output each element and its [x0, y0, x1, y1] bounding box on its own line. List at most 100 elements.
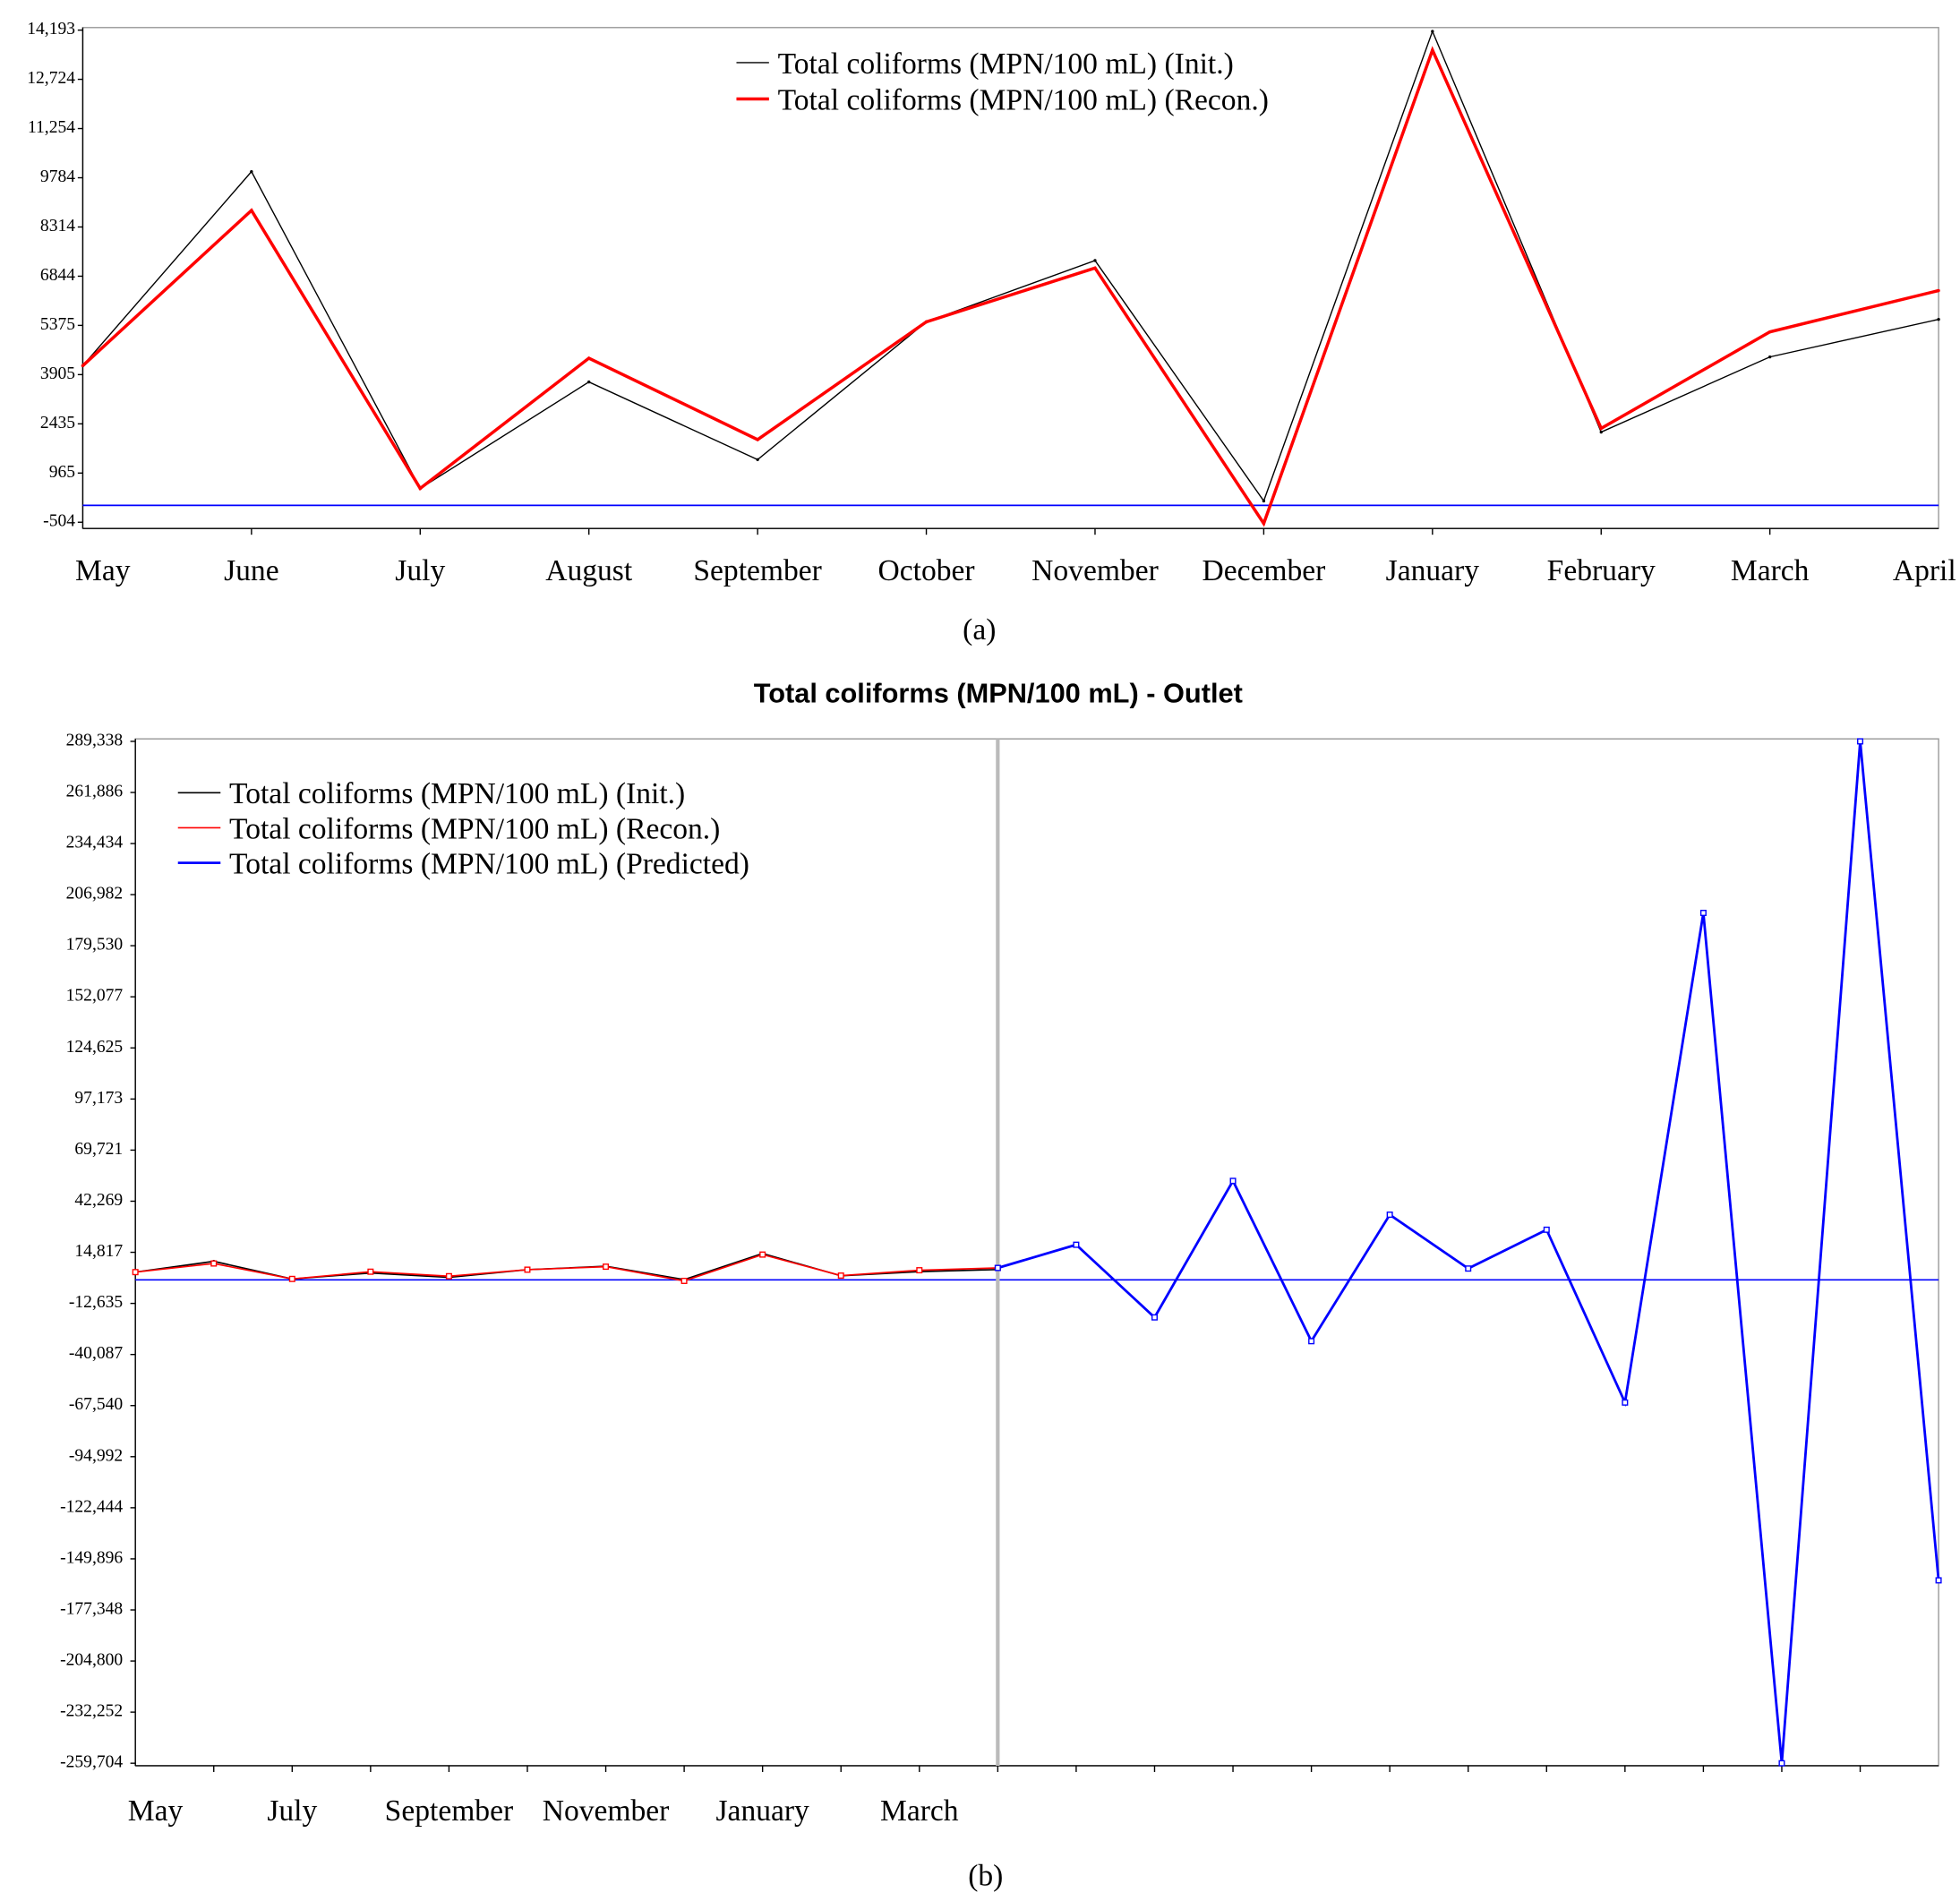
point-marker: [1622, 1399, 1629, 1406]
point-marker: [1935, 1577, 1942, 1584]
legend-label: Total coliforms (MPN/100 mL) (Init.): [778, 47, 1234, 81]
y-tick-label: 179,530: [66, 936, 124, 955]
point-marker: [587, 356, 591, 360]
y-tick-label: -204,800: [60, 1651, 123, 1670]
x-tick-label: October: [878, 554, 975, 587]
point-marker: [1229, 1177, 1237, 1185]
point-marker: [445, 1272, 452, 1280]
point-marker: [1093, 259, 1097, 262]
point-marker: [524, 1266, 531, 1273]
y-tick-label: -177,348: [60, 1599, 123, 1618]
point-marker: [1431, 30, 1434, 33]
point-marker: [1308, 1338, 1315, 1345]
caption: (a): [963, 613, 996, 647]
x-tick-label: December: [1202, 554, 1325, 587]
x-tick-label: March: [880, 1794, 959, 1828]
point-marker: [81, 364, 85, 368]
x-tick-label: March: [1731, 554, 1810, 587]
x-tick-label: May: [128, 1794, 184, 1828]
y-tick-label: 289,338: [66, 731, 124, 749]
x-tick-label: November: [543, 1794, 670, 1828]
plot-frame: [134, 738, 1939, 1767]
x-tick-label: November: [1031, 554, 1159, 587]
point-marker: [1778, 1760, 1785, 1767]
legend-label: Total coliforms (MPN/100 mL) (Recon.): [229, 812, 720, 845]
point-marker: [288, 1275, 295, 1282]
y-tick-label: 14,817: [74, 1242, 123, 1261]
legend-label: Total coliforms (MPN/100 mL) (Predicted): [229, 848, 749, 881]
series-line: [81, 46, 1939, 527]
point-marker: [603, 1263, 610, 1271]
x-tick-label: June: [224, 554, 278, 587]
point-marker: [1543, 1226, 1550, 1233]
point-marker: [1767, 330, 1772, 334]
point-marker: [1937, 288, 1940, 293]
point-marker: [1073, 1241, 1080, 1248]
y-tick-label: 261,886: [66, 782, 124, 801]
y-tick-label: -259,704: [60, 1753, 123, 1772]
y-tick-label: -94,992: [69, 1446, 123, 1465]
y-tick-label: 3905: [40, 364, 75, 383]
y-tick-label: 5375: [40, 315, 75, 334]
y-tick-label: 124,625: [66, 1038, 124, 1057]
point-marker: [680, 1277, 688, 1284]
point-marker: [1599, 426, 1603, 431]
x-tick-label: April: [1893, 554, 1956, 587]
y-tick-label: 6844: [40, 266, 75, 285]
point-marker: [1599, 430, 1603, 434]
point-marker: [1262, 499, 1266, 503]
point-marker: [367, 1268, 374, 1275]
y-tick-label: 2435: [40, 414, 75, 432]
caption: (b): [968, 1860, 1003, 1893]
series-line: [997, 741, 1940, 1764]
point-marker: [756, 458, 759, 461]
y-tick-label: 9784: [40, 167, 75, 186]
x-tick-label: January: [716, 1794, 810, 1828]
y-tick-label: 69,721: [74, 1140, 123, 1159]
point-marker: [1386, 1212, 1393, 1219]
point-marker: [756, 438, 759, 441]
y-tick-label: 8314: [40, 217, 75, 235]
y-tick-label: 152,077: [66, 987, 124, 1006]
point-marker: [250, 209, 253, 212]
point-marker: [132, 1269, 139, 1276]
y-tick-label: -149,896: [60, 1548, 123, 1567]
y-tick-label: 14,193: [27, 20, 75, 39]
point-marker: [1431, 48, 1434, 52]
point-marker: [1465, 1265, 1472, 1272]
point-marker: [1937, 317, 1940, 321]
y-tick-label: 965: [49, 463, 76, 482]
point-marker: [1699, 910, 1707, 917]
y-tick-label: 12,724: [27, 69, 75, 88]
x-tick-label: May: [75, 554, 131, 587]
x-tick-label: February: [1547, 554, 1656, 587]
series-line: [135, 1253, 998, 1280]
y-tick-label: -40,087: [69, 1344, 124, 1363]
point-marker: [587, 380, 591, 384]
point-marker: [1093, 266, 1097, 270]
y-tick-label: -232,252: [60, 1702, 123, 1721]
y-tick-label: 42,269: [74, 1191, 123, 1210]
y-tick-label: -504: [43, 512, 75, 531]
point-marker: [1151, 1314, 1158, 1321]
series-line: [135, 1254, 998, 1282]
y-tick-label: -12,635: [69, 1293, 124, 1312]
legend-label: Total coliforms (MPN/100 mL) (Recon.): [778, 83, 1269, 116]
y-tick-label: 206,982: [66, 885, 124, 903]
point-marker: [916, 1267, 923, 1274]
x-tick-label: August: [545, 554, 633, 587]
point-marker: [210, 1260, 218, 1267]
point-marker: [759, 1251, 766, 1258]
point-marker: [837, 1272, 844, 1280]
point-marker: [1857, 738, 1864, 745]
chart-title: Total coliforms (MPN/100 mL) - Outlet: [754, 677, 1243, 708]
y-tick-label: -122,444: [60, 1497, 123, 1516]
x-tick-label: July: [267, 1794, 317, 1828]
x-tick-label: September: [693, 554, 821, 587]
y-tick-label: 97,173: [74, 1089, 123, 1108]
series-line: [81, 30, 1939, 502]
point-marker: [1262, 521, 1266, 526]
x-tick-label: January: [1386, 554, 1480, 587]
